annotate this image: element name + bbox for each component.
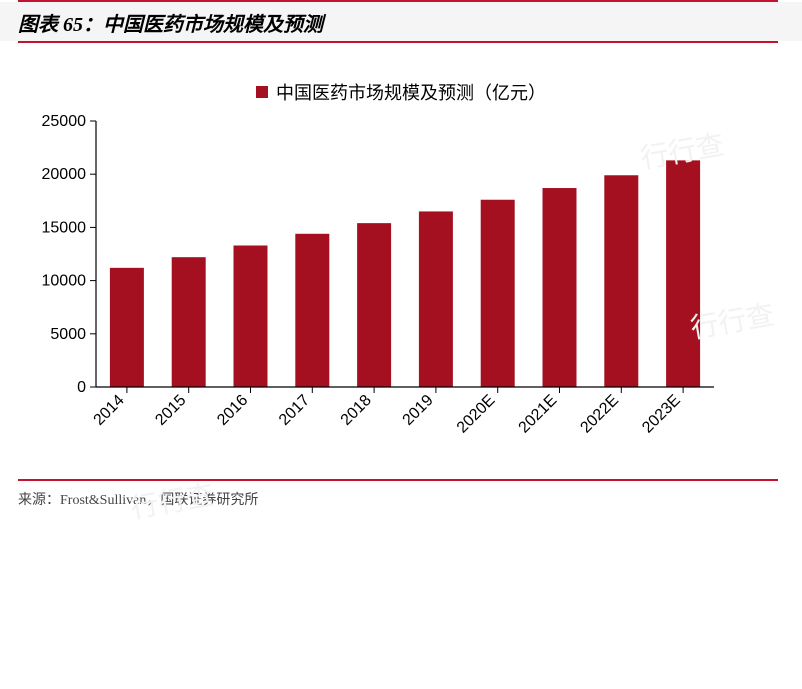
bar <box>357 223 391 387</box>
bar <box>110 268 144 387</box>
source-label: 来源： <box>18 493 60 508</box>
source-line: 来源：Frost&Sullivan，国联证券研究所 <box>0 481 802 509</box>
x-tick-label: 2022E <box>577 392 622 437</box>
x-tick-label: 2017 <box>276 392 313 429</box>
figure-number: 图表 65： <box>18 14 103 36</box>
x-tick-label: 2015 <box>152 392 189 429</box>
bar <box>419 211 453 387</box>
bar <box>543 188 577 387</box>
bar <box>604 175 638 387</box>
page-root: 图表 65：中国医药市场规模及预测 中国医药市场规模及预测（亿元） 0 5000 1… <box>0 0 802 689</box>
x-tick-label: 2014 <box>91 392 128 429</box>
y-tick-label: 25000 <box>42 115 87 130</box>
figure-title-text: 中国医药市场规模及预测 <box>103 14 323 36</box>
bar <box>295 234 329 387</box>
figure-title: 图表 65：中国医药市场规模及预测 <box>0 2 802 41</box>
legend: 中国医药市场规模及预测（亿元） <box>0 79 802 105</box>
legend-marker <box>256 86 268 98</box>
x-tick-label: 2021E <box>516 392 561 437</box>
x-tick-label: 2020E <box>454 392 499 437</box>
chart-container: 0 5000 10000 15000 20000 25000 2014 2015 2016 201… <box>18 115 784 465</box>
bar-chart: 0 5000 10000 15000 20000 25000 2014 2015 2016 201… <box>18 115 734 465</box>
rule-under-title <box>18 41 778 43</box>
y-tick-label: 10000 <box>42 273 87 290</box>
bar <box>666 160 700 387</box>
y-tick-label: 0 <box>77 379 86 396</box>
source-text: Frost&Sullivan，国联证券研究所 <box>60 493 258 508</box>
y-tick-label: 15000 <box>42 219 87 236</box>
y-tick-label: 5000 <box>50 326 86 343</box>
bar <box>481 200 515 387</box>
x-tick-label: 2016 <box>214 392 251 429</box>
x-tick-label: 2023E <box>639 392 684 437</box>
x-tick-label: 2018 <box>338 392 375 429</box>
legend-label: 中国医药市场规模及预测（亿元） <box>276 83 546 103</box>
bar <box>234 245 268 387</box>
bar <box>172 257 206 387</box>
y-tick-label: 20000 <box>42 166 87 183</box>
x-tick-label: 2019 <box>400 392 437 429</box>
